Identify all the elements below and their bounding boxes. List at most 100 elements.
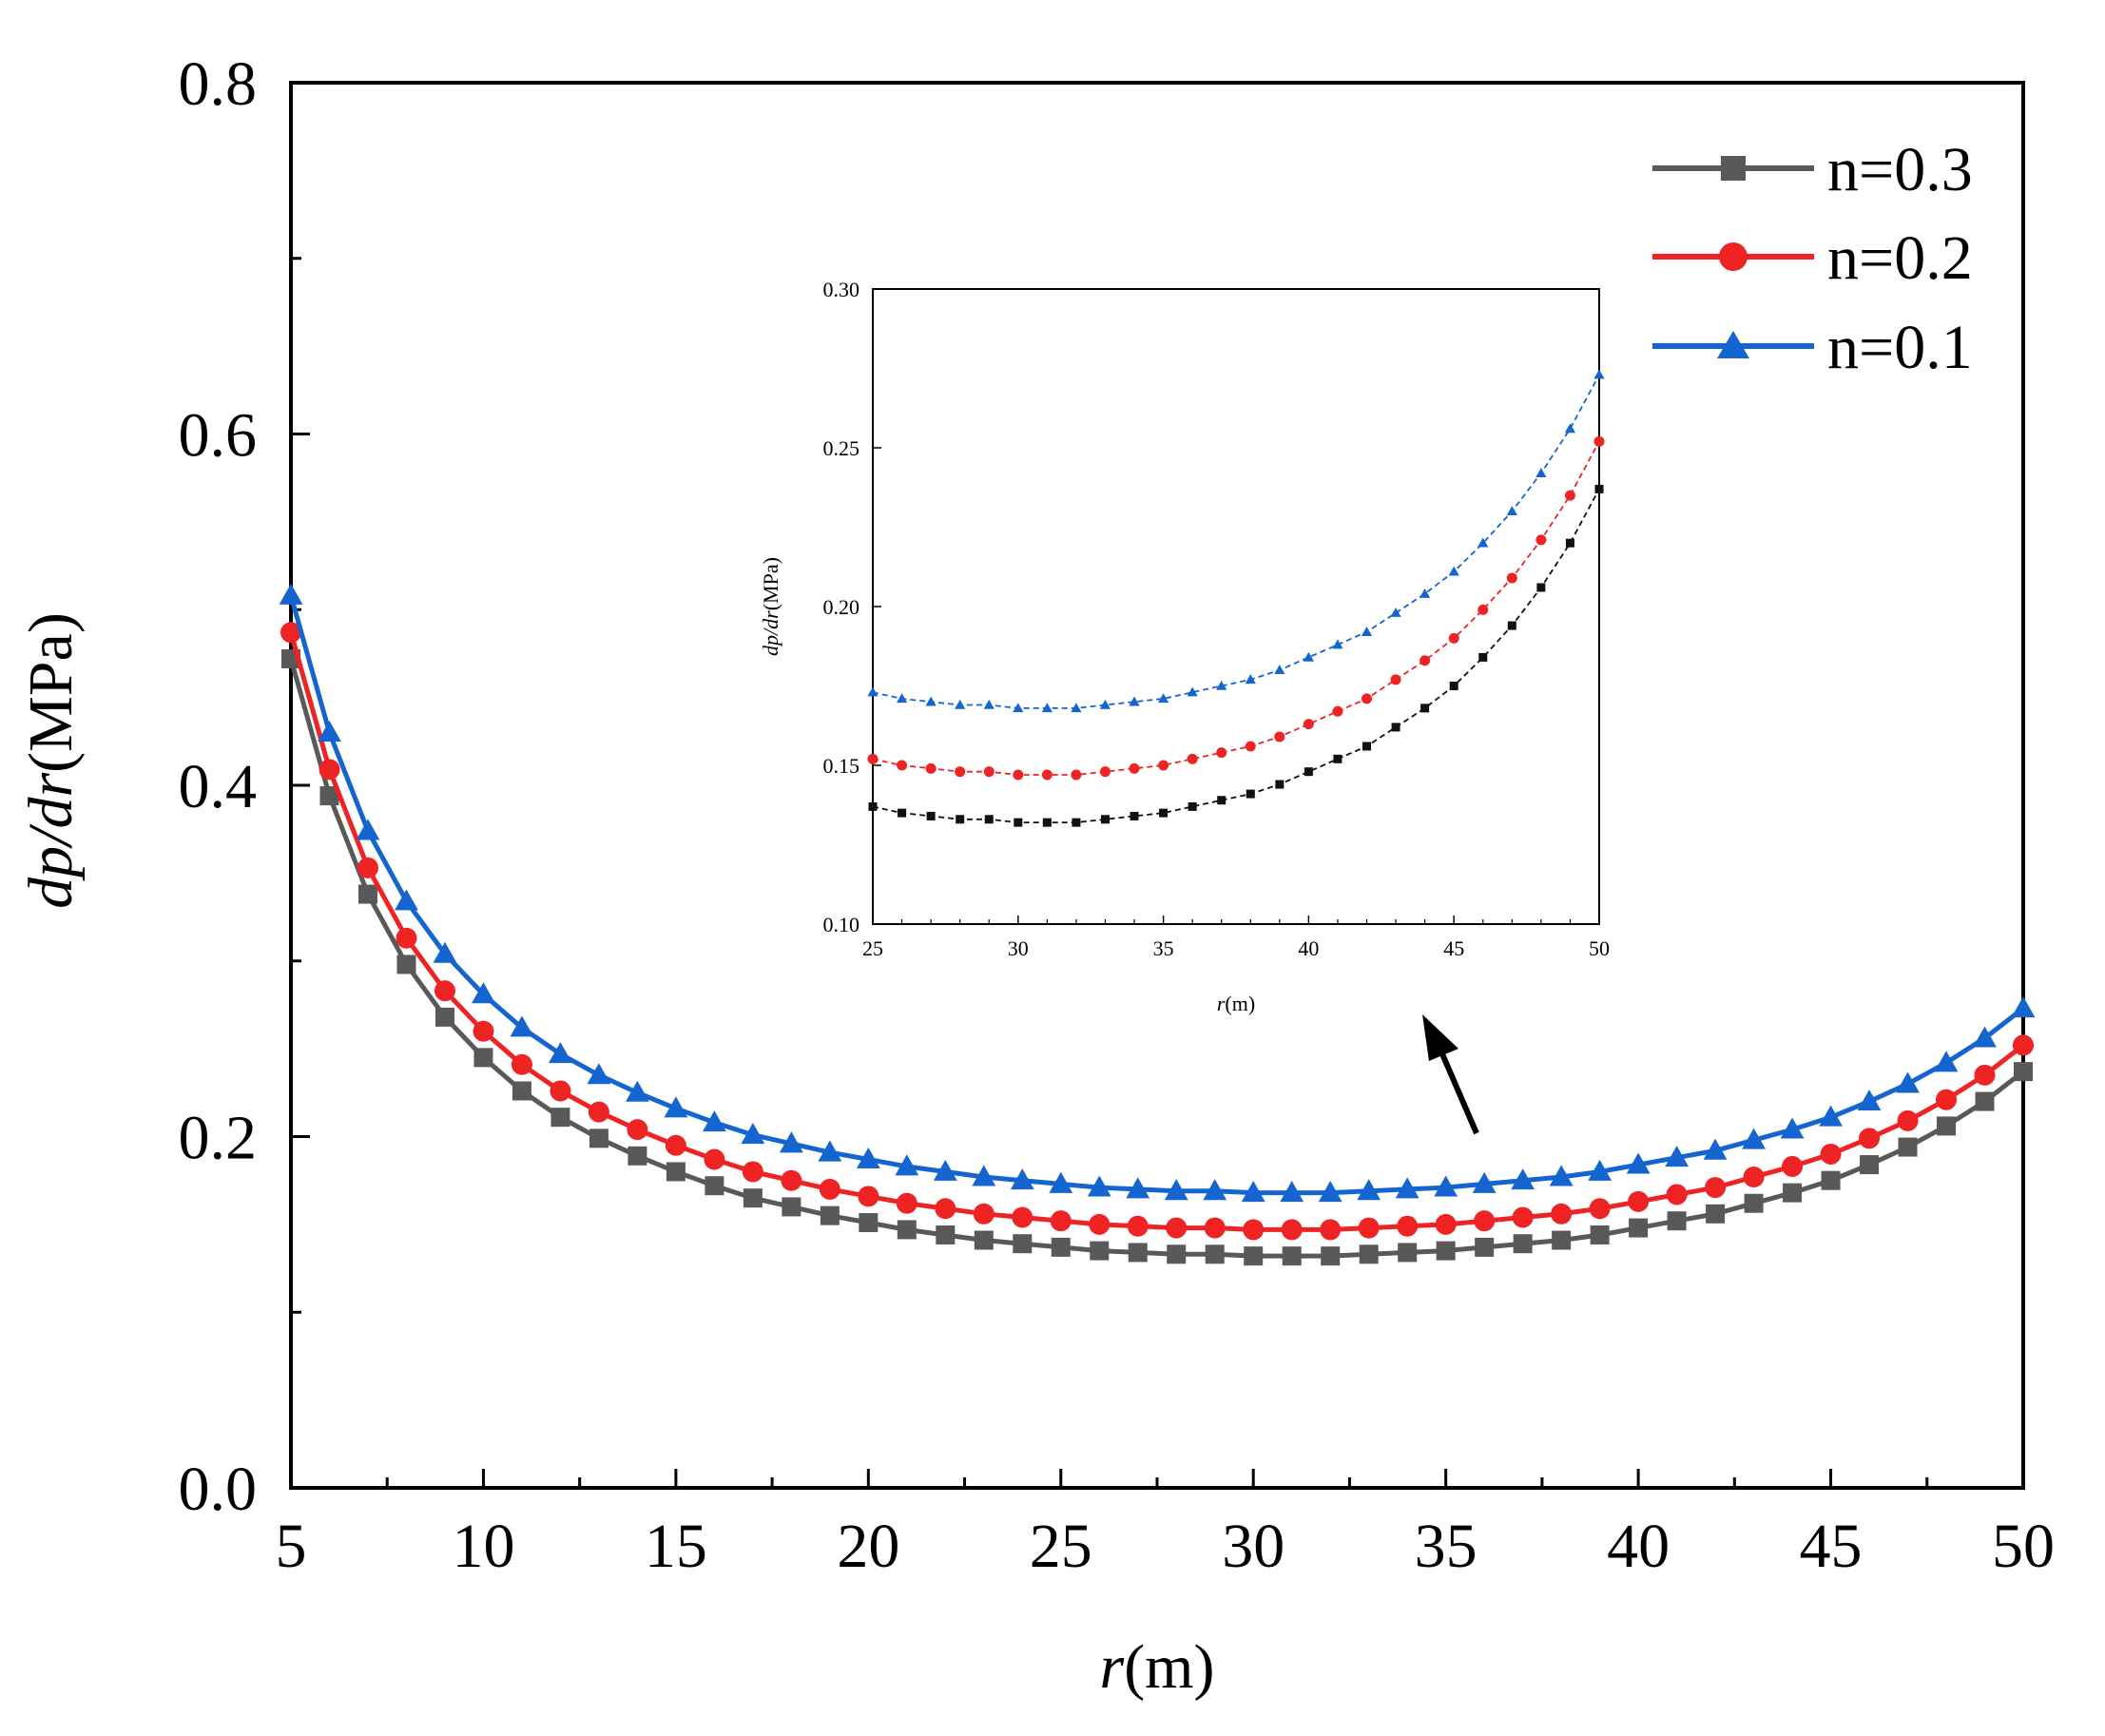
- main-data-point: [1936, 1090, 1957, 1110]
- legend-label-n03: n=0.3: [1827, 135, 1973, 204]
- main-data-point: [1514, 1234, 1533, 1253]
- main-data-point: [705, 1176, 724, 1195]
- inset-data-point: [1043, 819, 1052, 827]
- inset-data-point: [1304, 767, 1313, 776]
- inset-data-point: [1478, 653, 1487, 662]
- inset-data-point: [1595, 485, 1604, 493]
- inset-data-point: [1333, 755, 1342, 763]
- inset-data-point: [1130, 812, 1139, 820]
- main-data-point: [1896, 1071, 1920, 1092]
- main-x-tick-label: 15: [645, 1512, 707, 1581]
- main-x-axis-title: r(m): [1100, 1632, 1215, 1702]
- main-data-point: [975, 1231, 994, 1250]
- main-data-point: [1320, 1219, 1341, 1240]
- inset-y-tick-label: 0.25: [823, 436, 860, 460]
- inset-data-point: [1217, 796, 1226, 804]
- main-data-point: [1899, 1138, 1918, 1157]
- inset-plot-frame: [873, 289, 1599, 924]
- main-data-point: [1089, 1214, 1110, 1235]
- main-data-point: [1591, 1225, 1610, 1244]
- main-data-point: [1513, 1206, 1534, 1227]
- inset-x-tick-label: 40: [1298, 936, 1319, 960]
- main-data-point: [898, 1220, 917, 1239]
- main-data-point: [628, 1147, 647, 1166]
- main-data-point: [1167, 1244, 1186, 1263]
- inset-data-point: [1159, 809, 1168, 818]
- main-data-point: [936, 1225, 955, 1244]
- main-data-point: [1628, 1191, 1649, 1212]
- inset-data-point: [1536, 583, 1545, 591]
- main-data-point: [1629, 1219, 1648, 1238]
- inset-x-tick-label: 25: [862, 936, 883, 960]
- main-data-point: [935, 1198, 956, 1219]
- inset-data-point: [1392, 723, 1400, 731]
- inset-data-point: [1130, 763, 1140, 774]
- inset-data-point: [1362, 742, 1371, 750]
- main-x-tick-label: 10: [452, 1512, 514, 1581]
- main-data-point: [1552, 1231, 1571, 1250]
- main-data-point: [1206, 1244, 1225, 1263]
- inset-x-tick-label: 35: [1153, 936, 1174, 960]
- inset-x-tick-label: 50: [1589, 936, 1610, 960]
- inset-data-point: [1274, 731, 1284, 742]
- main-data-point: [858, 1186, 879, 1206]
- inset-data-point: [1535, 534, 1546, 545]
- inset-data-point: [985, 815, 994, 823]
- main-data-point: [319, 759, 339, 780]
- inset-data-point: [984, 766, 995, 777]
- main-data-point: [550, 1108, 570, 1127]
- main-data-point: [897, 1193, 917, 1214]
- inset-data-point: [1216, 747, 1226, 758]
- main-data-point: [1744, 1167, 1765, 1187]
- main-data-point: [1745, 1194, 1764, 1213]
- inset-data-point: [926, 763, 937, 774]
- main-data-point: [1860, 1155, 1879, 1174]
- inset-x-tick-label: 30: [1008, 936, 1029, 960]
- main-data-point: [512, 1054, 532, 1075]
- main-data-point: [1705, 1177, 1726, 1198]
- chart-figure: 5 10 15 20 25 30 35 40 45 50 0.0 0.2 0.4 0.6 0.8 dp/dr…: [0, 0, 2105, 1731]
- zoom-arrow-head: [1422, 1014, 1458, 1061]
- legend: n=0.3 n=0.2 n=0.1: [1652, 135, 1973, 382]
- legend-label-n02: n=0.2: [1827, 223, 1973, 293]
- inset-data-point: [869, 802, 878, 811]
- main-data-point: [589, 1102, 609, 1123]
- main-y-tick-label: 0.4: [179, 752, 258, 821]
- main-data-point: [588, 1063, 611, 1084]
- main-data-point: [1013, 1234, 1032, 1253]
- main-data-point: [1359, 1218, 1380, 1239]
- main-data-point: [396, 928, 416, 949]
- inset-data-point: [1565, 491, 1575, 501]
- main-data-point: [512, 1081, 531, 1100]
- main-x-tick-label: 5: [276, 1512, 307, 1581]
- inset-data-point: [1566, 539, 1574, 548]
- main-data-point: [473, 1048, 492, 1067]
- main-y-tick-label: 0.0: [179, 1455, 258, 1524]
- legend-marker-square: [1721, 156, 1746, 181]
- main-data-point: [1360, 1244, 1379, 1263]
- main-data-point: [1898, 1110, 1919, 1131]
- main-data-point: [1321, 1246, 1340, 1265]
- main-data-point: [357, 819, 380, 839]
- inset-data-point: [898, 809, 906, 818]
- inset-data-point: [1508, 622, 1516, 630]
- main-data-point: [1976, 1092, 1995, 1111]
- main-data-point: [589, 1128, 608, 1148]
- main-data-point: [395, 889, 418, 910]
- inset-data-point: [868, 754, 879, 764]
- main-data-point: [1436, 1214, 1457, 1235]
- main-data-point: [1052, 1238, 1071, 1257]
- main-data-point: [1821, 1144, 1842, 1165]
- main-data-point: [704, 1149, 724, 1170]
- inset-data-point: [1014, 819, 1022, 827]
- inset-data-point: [1246, 790, 1255, 799]
- inset-data-point: [897, 761, 907, 771]
- main-data-point: [1283, 1246, 1302, 1265]
- legend-item-n03: n=0.3: [1652, 135, 1973, 204]
- zoom-arrow-shaft: [1440, 1050, 1477, 1133]
- main-data-point: [1129, 1243, 1148, 1262]
- chart-svg: 5 10 15 20 25 30 35 40 45 500.00.20.40.60.8 dp/dr…: [0, 0, 2105, 1731]
- main-data-point: [974, 1204, 995, 1225]
- main-data-point: [357, 858, 378, 878]
- main-data-point: [1668, 1211, 1687, 1230]
